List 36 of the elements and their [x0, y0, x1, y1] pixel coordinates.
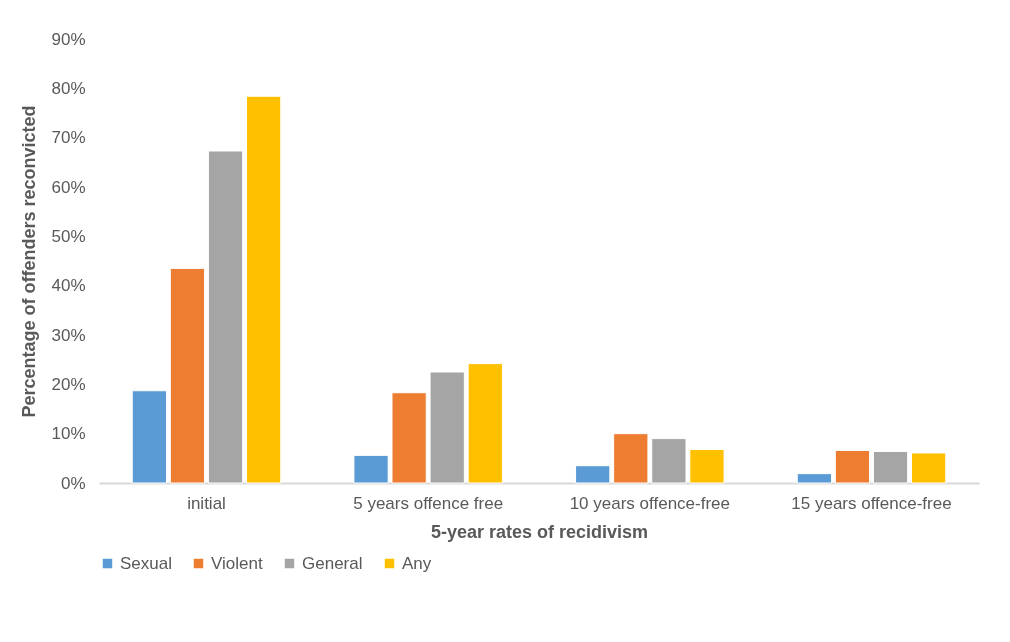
legend-label: Sexual: [120, 553, 172, 573]
bar: [651, 438, 687, 484]
y-tick-label: 20%: [51, 374, 86, 394]
bar: [796, 473, 833, 484]
x-axis-title: 5-year rates of recidivism: [430, 521, 649, 542]
bar: [575, 465, 611, 484]
bar: [910, 452, 947, 484]
x-tick-label: 10 years offence-free: [569, 493, 730, 513]
y-tick-label: 60%: [51, 177, 86, 197]
y-axis-title: Percentage of offenders reconvicted: [19, 105, 40, 418]
bar: [169, 267, 206, 484]
y-tick-label: 30%: [51, 325, 86, 345]
bar: [613, 433, 649, 484]
y-tick-label: 0%: [60, 473, 86, 493]
x-tick-label: 5 years offence free: [353, 493, 504, 513]
bar: [689, 448, 725, 484]
y-tick-label: 50%: [51, 226, 86, 246]
y-tick-label: 10%: [51, 424, 86, 444]
y-tick-label: 40%: [51, 276, 86, 296]
y-tick-label: 80%: [51, 78, 86, 98]
bar: [467, 363, 503, 484]
y-tick-label: 90%: [51, 29, 86, 49]
legend-label: General: [302, 553, 363, 573]
bar: [834, 449, 871, 484]
legend-label: Violent: [211, 553, 263, 573]
bar: [245, 95, 282, 484]
x-tick-label: initial: [187, 493, 226, 513]
bar: [872, 450, 909, 484]
bar: [353, 454, 389, 484]
bar: [131, 390, 168, 484]
y-tick-label: 70%: [51, 128, 86, 148]
legend-label: Any: [402, 553, 432, 573]
bar: [391, 392, 427, 484]
bar: [429, 371, 465, 484]
bar: [207, 150, 244, 484]
x-tick-label: 15 years offence-free: [791, 493, 952, 513]
